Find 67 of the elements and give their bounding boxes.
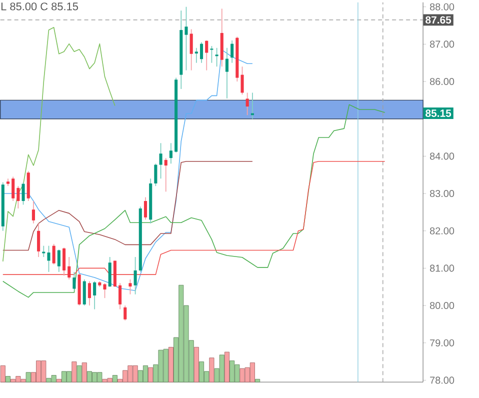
candlestick (169, 142, 172, 164)
annotation: 85.15 (426, 110, 452, 117)
bar (76, 365, 82, 382)
candlestick (57, 249, 60, 272)
candlestick (47, 245, 50, 272)
bar (112, 375, 118, 382)
candlestick (32, 200, 35, 224)
candlestick (164, 158, 168, 192)
bar (254, 378, 260, 382)
y-tick-label: 78.00 (430, 376, 454, 384)
candlestick (93, 280, 96, 310)
candlestick (159, 142, 162, 180)
candlestick (246, 92, 249, 116)
y-tick-label: 88.00 (430, 3, 454, 10)
candlestick (215, 47, 218, 67)
candlestick (68, 256, 71, 280)
candlestick (118, 282, 122, 310)
candlestick (210, 46, 214, 64)
candlestick (82, 278, 86, 306)
annotation: L 85.00 C 85.15 (1, 2, 78, 10)
annotation: 87.65 (426, 16, 452, 24)
candlestick (144, 196, 148, 220)
candlestick (72, 271, 76, 292)
bar (82, 362, 87, 382)
candlestick (88, 280, 92, 306)
bar (168, 346, 174, 382)
candlestick (225, 47, 228, 99)
candlestick (250, 92, 254, 120)
candlestick (37, 222, 40, 258)
candlestick (190, 28, 193, 71)
line-series (2, 160, 253, 251)
candlestick (134, 256, 137, 295)
candlestick (103, 282, 106, 298)
candlestick (154, 163, 158, 186)
candlestick (240, 66, 244, 95)
y-tick-label: 81.00 (430, 264, 454, 272)
candlestick (205, 40, 208, 71)
bar (209, 358, 214, 382)
bar (224, 352, 230, 382)
candlestick (42, 245, 46, 258)
line-series (2, 26, 116, 262)
candlestick (52, 243, 56, 265)
y-tick-label: 80.00 (430, 302, 454, 310)
y-tick-label: 87.00 (430, 40, 454, 48)
bar (72, 361, 77, 382)
bar (0, 365, 6, 382)
candlestick (62, 247, 66, 276)
candlestick (12, 176, 15, 202)
candlestick (16, 186, 20, 209)
candlestick (124, 305, 127, 321)
bar (26, 372, 31, 382)
y-tick-label: 84.00 (430, 152, 454, 160)
y-tick-label: 79.00 (430, 339, 454, 346)
bar (194, 346, 199, 382)
candlestick (128, 278, 132, 295)
candlestick (230, 40, 234, 64)
candlestick (108, 256, 112, 288)
y-tick-label: 86.00 (430, 78, 454, 85)
bar (56, 378, 62, 382)
candlestick (200, 42, 204, 64)
y-tick-label: 83.00 (430, 190, 454, 198)
bar (5, 376, 11, 382)
bar (148, 367, 154, 382)
y-tick-label: 82.00 (430, 227, 454, 234)
candlestick (184, 6, 188, 71)
candlestick (194, 47, 198, 64)
candlestick (22, 182, 25, 206)
